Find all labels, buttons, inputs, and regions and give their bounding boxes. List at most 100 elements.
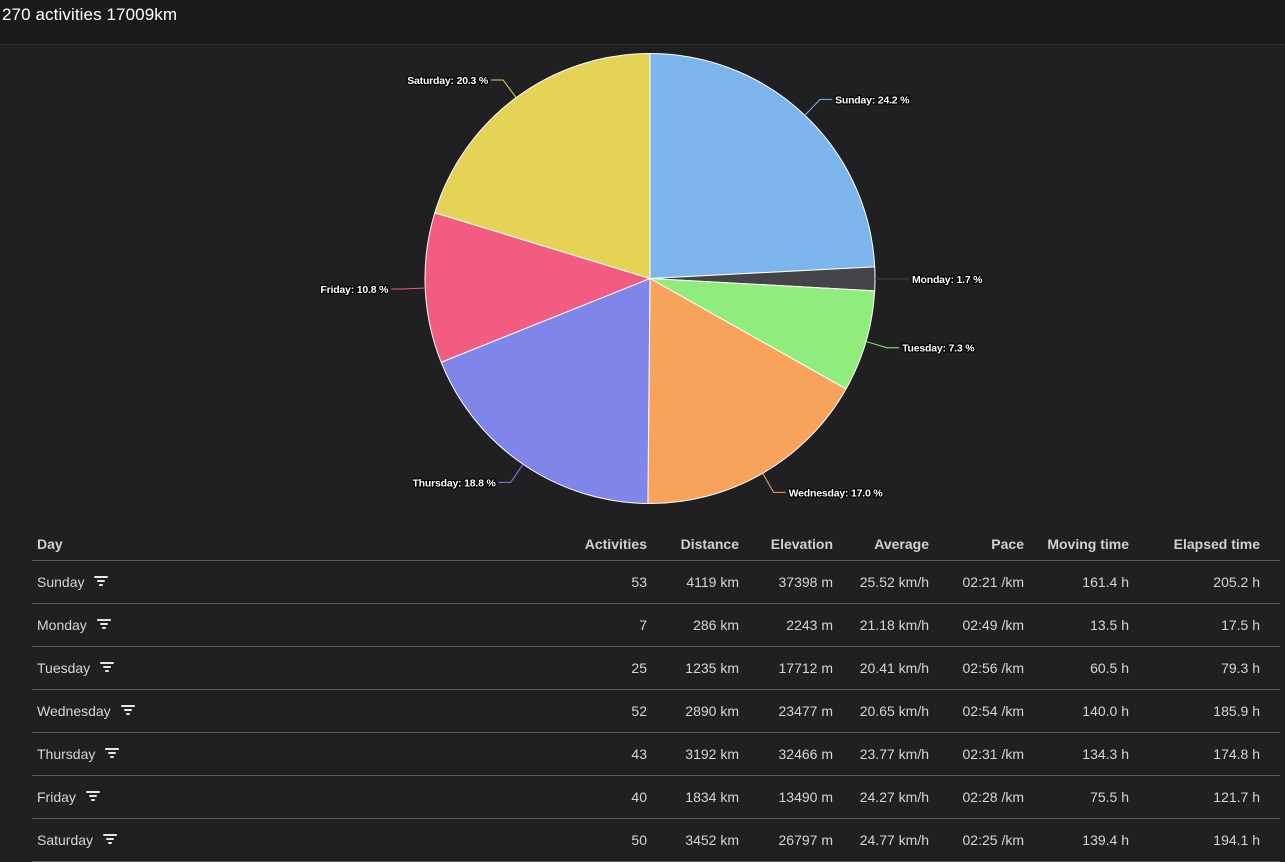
day-cell: Thursday — [32, 733, 577, 776]
distance-cell: 3192 km — [669, 733, 761, 776]
day-label: Saturday — [37, 832, 93, 848]
moving-time-cell: 161.4 h — [1046, 561, 1151, 604]
distance-cell: 1235 km — [669, 647, 761, 690]
elevation-cell: 37398 m — [761, 561, 855, 604]
day-distribution-pie-chart: Sunday: 24.2 % Monday: 1.7 % Tuesday: 7.3 … — [0, 0, 1285, 520]
activities-cell: 7 — [577, 604, 669, 647]
connector-friday — [391, 288, 425, 289]
moving-time-cell: 139.4 h — [1046, 819, 1151, 862]
connector-sunday — [805, 99, 832, 115]
activities-cell: 52 — [577, 690, 669, 733]
average-cell: 25.52 km/h — [855, 561, 951, 604]
distance-cell: 1834 km — [669, 776, 761, 819]
elapsed-time-cell: 185.9 h — [1151, 690, 1280, 733]
filter-icon[interactable] — [97, 619, 111, 630]
data-label-thursday: Thursday: 18.8 % — [412, 477, 496, 489]
day-label: Wednesday — [37, 703, 111, 719]
activities-cell: 25 — [577, 647, 669, 690]
data-label-friday: Friday: 10.8 % — [320, 284, 389, 296]
elapsed-time-cell: 79.3 h — [1151, 647, 1280, 690]
connector-tuesday — [866, 342, 899, 348]
connector-wednesday — [763, 473, 786, 492]
elevation-cell: 2243 m — [761, 604, 855, 647]
day-label: Monday — [37, 617, 87, 633]
data-label-tuesday: Tuesday: 7.3 % — [902, 343, 975, 355]
pace-cell: 02:21 /km — [951, 561, 1046, 604]
moving-time-cell: 140.0 h — [1046, 690, 1151, 733]
activities-cell: 43 — [577, 733, 669, 776]
day-cell: Sunday — [32, 561, 577, 604]
average-cell: 24.27 km/h — [855, 776, 951, 819]
data-label-monday: Monday: 1.7 % — [912, 274, 983, 286]
data-label-wednesday: Wednesday: 17.0 % — [789, 487, 884, 499]
pace-cell: 02:56 /km — [951, 647, 1046, 690]
connector-saturday — [491, 80, 516, 98]
moving-time-cell: 75.5 h — [1046, 776, 1151, 819]
table-row: Saturday 50 3452 km 26797 m 24.77 km/h 0… — [32, 819, 1280, 862]
pace-cell: 02:31 /km — [951, 733, 1046, 776]
column-header-moving-time[interactable]: Moving time — [1046, 526, 1151, 561]
day-cell: Friday — [32, 776, 577, 819]
filter-icon[interactable] — [86, 791, 100, 802]
average-cell: 20.65 km/h — [855, 690, 951, 733]
elapsed-time-cell: 121.7 h — [1151, 776, 1280, 819]
elevation-cell: 13490 m — [761, 776, 855, 819]
filter-icon[interactable] — [94, 576, 108, 587]
day-label: Tuesday — [37, 660, 90, 676]
average-cell: 23.77 km/h — [855, 733, 951, 776]
day-cell: Wednesday — [32, 690, 577, 733]
day-cell: Tuesday — [32, 647, 577, 690]
elapsed-time-cell: 174.8 h — [1151, 733, 1280, 776]
activities-cell: 50 — [577, 819, 669, 862]
column-header-activities[interactable]: Activities — [577, 526, 669, 561]
distance-cell: 286 km — [669, 604, 761, 647]
elapsed-time-cell: 194.1 h — [1151, 819, 1280, 862]
data-label-sunday: Sunday: 24.2 % — [835, 94, 910, 106]
distance-cell: 3452 km — [669, 819, 761, 862]
distance-cell: 2890 km — [669, 690, 761, 733]
table-header-row: Day Activities Distance Elevation Averag… — [32, 526, 1280, 561]
filter-icon[interactable] — [105, 748, 119, 759]
average-cell: 21.18 km/h — [855, 604, 951, 647]
elevation-cell: 26797 m — [761, 819, 855, 862]
elevation-cell: 17712 m — [761, 647, 855, 690]
day-stats-table: Day Activities Distance Elevation Averag… — [32, 526, 1280, 862]
table-row: Tuesday 25 1235 km 17712 m 20.41 km/h 02… — [32, 647, 1280, 690]
day-cell: Monday — [32, 604, 577, 647]
elapsed-time-cell: 205.2 h — [1151, 561, 1280, 604]
table-row: Monday 7 286 km 2243 m 21.18 km/h 02:49 … — [32, 604, 1280, 647]
elevation-cell: 32466 m — [761, 733, 855, 776]
moving-time-cell: 13.5 h — [1046, 604, 1151, 647]
activities-cell: 53 — [577, 561, 669, 604]
average-cell: 24.77 km/h — [855, 819, 951, 862]
pace-cell: 02:25 /km — [951, 819, 1046, 862]
pace-cell: 02:28 /km — [951, 776, 1046, 819]
day-label: Sunday — [37, 574, 84, 590]
pace-cell: 02:54 /km — [951, 690, 1046, 733]
day-label: Thursday — [37, 746, 95, 762]
day-cell: Saturday — [32, 819, 577, 862]
distance-cell: 4119 km — [669, 561, 761, 604]
moving-time-cell: 60.5 h — [1046, 647, 1151, 690]
pie-slices — [425, 53, 875, 503]
activities-cell: 40 — [577, 776, 669, 819]
pace-cell: 02:49 /km — [951, 604, 1046, 647]
column-header-elapsed-time[interactable]: Elapsed time — [1151, 526, 1280, 561]
elevation-cell: 23477 m — [761, 690, 855, 733]
moving-time-cell: 134.3 h — [1046, 733, 1151, 776]
pie-slice-sunday[interactable] — [650, 54, 875, 279]
column-header-day[interactable]: Day — [32, 526, 577, 561]
column-header-distance[interactable]: Distance — [669, 526, 761, 561]
data-label-saturday: Saturday: 20.3 % — [407, 75, 489, 87]
connector-thursday — [499, 464, 523, 482]
filter-icon[interactable] — [100, 662, 114, 673]
average-cell: 20.41 km/h — [855, 647, 951, 690]
column-header-pace[interactable]: Pace — [951, 526, 1046, 561]
column-header-elevation[interactable]: Elevation — [761, 526, 855, 561]
elapsed-time-cell: 17.5 h — [1151, 604, 1280, 647]
filter-icon[interactable] — [121, 705, 135, 716]
table-row: Friday 40 1834 km 13490 m 24.27 km/h 02:… — [32, 776, 1280, 819]
column-header-average[interactable]: Average — [855, 526, 951, 561]
table-row: Sunday 53 4119 km 37398 m 25.52 km/h 02:… — [32, 561, 1280, 604]
filter-icon[interactable] — [103, 834, 117, 845]
